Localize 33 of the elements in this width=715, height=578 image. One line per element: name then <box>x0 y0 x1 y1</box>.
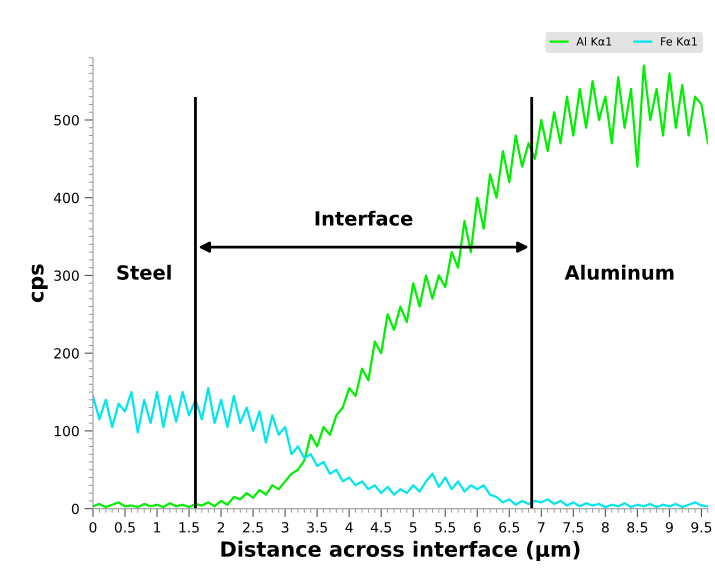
x-tick-label: 4 <box>345 522 353 532</box>
y-tick-label: 200 <box>54 348 79 359</box>
legend-label: Fe Kα1 <box>661 37 697 46</box>
x-tick-label: 8 <box>602 522 609 533</box>
y-tick-label: 0 <box>72 504 79 514</box>
x-tick-label: 7.5 <box>563 522 584 533</box>
x-tick-label: 3 <box>282 522 288 533</box>
x-tick-label: 0 <box>89 522 96 533</box>
x-tick-label: 1.5 <box>180 522 199 533</box>
y-axis-title: cps <box>32 264 48 302</box>
x-tick-label: 2 <box>218 522 224 532</box>
annotation: Steel <box>117 264 171 280</box>
annotation: Interface <box>316 210 412 226</box>
y-tick-label: 500 <box>54 114 79 126</box>
legend-label: Al Kα1 <box>576 37 612 46</box>
annotation: Aluminum <box>564 264 674 280</box>
x-tick-label: 3.5 <box>307 522 327 533</box>
x-tick-label: 2.5 <box>243 522 263 533</box>
y-tick-label: 100 <box>54 426 79 436</box>
y-tick-label: 300 <box>54 270 79 281</box>
x-tick-label: 6.5 <box>499 522 520 533</box>
x-tick-label: 8.5 <box>627 522 648 533</box>
x-tick-label: 5 <box>410 522 416 533</box>
x-tick-label: 1 <box>154 522 160 532</box>
x-axis-title: Distance across interface (μm) <box>221 540 580 562</box>
x-tick-label: 0.5 <box>114 522 135 533</box>
x-tick-label: 9.5 <box>691 522 712 533</box>
x-tick-label: 6 <box>474 522 481 533</box>
x-tick-label: 5.5 <box>435 522 456 533</box>
x-tick-label: 4.5 <box>370 522 392 533</box>
y-tick-label: 400 <box>54 192 79 204</box>
x-tick-label: 9 <box>666 522 673 533</box>
x-tick-label: 7 <box>538 522 545 532</box>
